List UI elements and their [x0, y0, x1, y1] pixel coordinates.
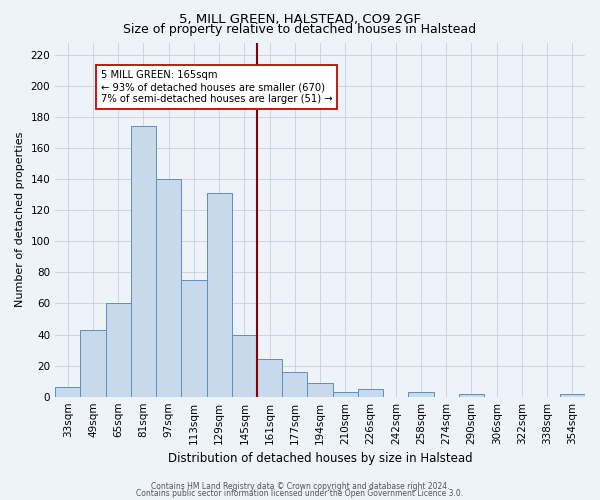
Bar: [80, 330, 106, 396]
Bar: [560, 394, 585, 396]
Text: 5, MILL GREEN, HALSTEAD, CO9 2GF: 5, MILL GREEN, HALSTEAD, CO9 2GF: [179, 12, 421, 26]
Bar: [409, 392, 434, 396]
Text: Contains HM Land Registry data © Crown copyright and database right 2024.: Contains HM Land Registry data © Crown c…: [151, 482, 449, 491]
Text: Size of property relative to detached houses in Halstead: Size of property relative to detached ho…: [124, 22, 476, 36]
Bar: [307, 382, 332, 396]
Bar: [257, 360, 282, 397]
Bar: [358, 389, 383, 396]
Text: Contains public sector information licensed under the Open Government Licence 3.: Contains public sector information licen…: [136, 490, 464, 498]
X-axis label: Distribution of detached houses by size in Halstead: Distribution of detached houses by size …: [168, 452, 472, 465]
Bar: [282, 372, 307, 396]
Y-axis label: Number of detached properties: Number of detached properties: [15, 132, 25, 308]
Bar: [459, 394, 484, 396]
Bar: [131, 126, 156, 396]
Bar: [156, 179, 181, 396]
Bar: [106, 304, 131, 396]
Bar: [206, 193, 232, 396]
Bar: [332, 392, 358, 396]
Bar: [181, 280, 206, 396]
Text: 5 MILL GREEN: 165sqm
← 93% of detached houses are smaller (670)
7% of semi-detac: 5 MILL GREEN: 165sqm ← 93% of detached h…: [101, 70, 332, 104]
Bar: [232, 334, 257, 396]
Bar: [55, 388, 80, 396]
